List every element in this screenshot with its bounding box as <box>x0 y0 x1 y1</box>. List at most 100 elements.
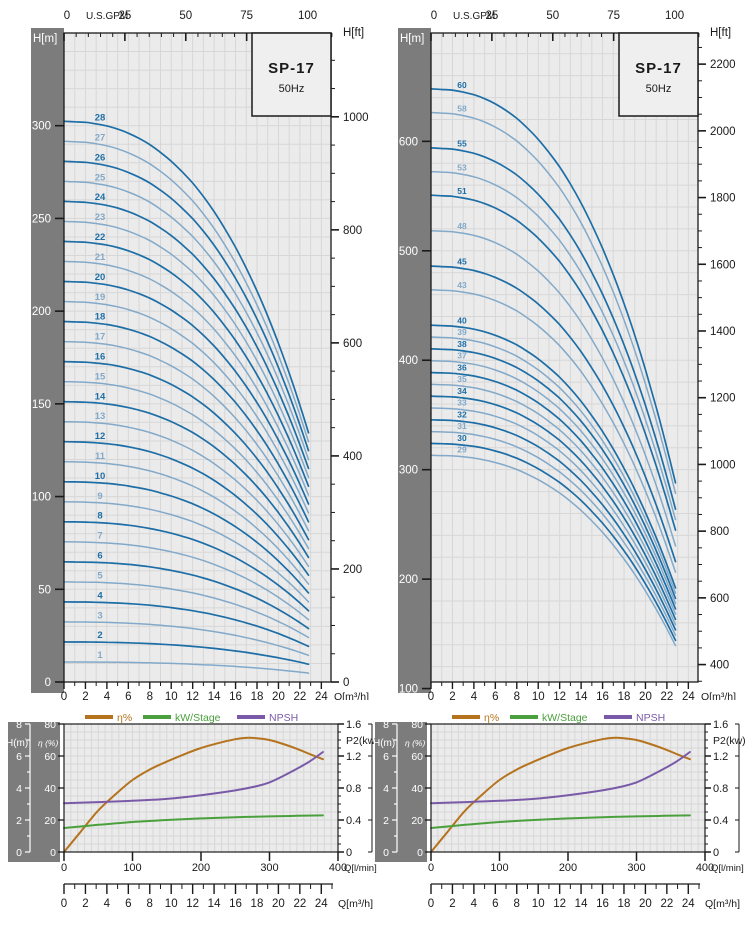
y-axis-bar <box>375 722 427 862</box>
tick-label: 20 <box>639 898 652 910</box>
tick-label: 100 <box>399 684 418 696</box>
tick-label: 0 <box>50 847 56 859</box>
stage-label-51: 51 <box>457 186 467 196</box>
gpm-axis-unit: U.S.GPM <box>86 11 128 22</box>
legend-item-eta: η% <box>85 712 132 724</box>
eta-axis-unit: η (%) <box>38 738 58 748</box>
tick-label: 16 <box>596 691 609 700</box>
tick-label: 16 <box>229 691 242 700</box>
stage-label-43: 43 <box>457 280 467 290</box>
head-curve-60-stages <box>430 87 677 484</box>
tick-label: 0 <box>431 10 437 22</box>
tick-label: 1.6 <box>713 719 728 731</box>
head-curve-21-stages <box>63 260 310 496</box>
tick-label: 800 <box>710 526 729 538</box>
tick-label: 0 <box>61 898 67 910</box>
stage-label-13: 13 <box>95 411 106 422</box>
tick-label: 8 <box>16 719 22 731</box>
tick-label: 0 <box>428 862 434 874</box>
ft-axis-unit: H[ft] <box>343 27 364 39</box>
stage-label-53: 53 <box>457 162 467 172</box>
head-curve-1-stages <box>63 661 310 674</box>
p2-axis-unit: P2(kw) <box>713 735 746 747</box>
npsh-curve <box>63 751 324 805</box>
p2-axis: 0 0.4 0.8 1.2 1.6 P2(kw) <box>705 719 746 859</box>
tick-label: 6 <box>492 898 498 910</box>
tick-label: 0 <box>428 898 434 910</box>
tick-label: 2 <box>82 898 88 910</box>
tick-label: 10 <box>165 691 178 700</box>
tick-label: 200 <box>32 306 51 318</box>
m3h-axis-unit: Q[m³/h] <box>338 898 373 910</box>
tick-label: 22 <box>661 691 674 700</box>
tick-label: 0.8 <box>346 783 361 795</box>
tick-label: 80 <box>44 719 56 731</box>
stage-label-22: 22 <box>95 232 106 243</box>
stage-label-5: 5 <box>97 570 103 581</box>
head-curve-29-stages <box>430 454 677 647</box>
head-curve-20-stages <box>63 280 310 505</box>
tick-label: 20 <box>272 898 285 910</box>
tick-label: 200 <box>559 862 577 874</box>
title-box: SP-17 50Hz <box>618 32 699 117</box>
tick-label: 20 <box>411 815 423 827</box>
tick-label: 0 <box>713 847 719 859</box>
head-curve-31-stages <box>430 430 677 636</box>
eta-scale: 0 20 40 60 80 η (%) <box>405 719 431 859</box>
tick-label: 150 <box>32 399 51 411</box>
tick-label: 14 <box>575 691 588 700</box>
tick-label: 200 <box>399 574 418 586</box>
tick-label: 40 <box>411 783 423 795</box>
legend-item-npsh: NPSH <box>604 712 665 724</box>
head-curve-3-stages <box>63 621 310 657</box>
head-curve-58-stages <box>430 111 677 495</box>
head-curve-27-stages <box>63 140 310 443</box>
tick-label: 300 <box>32 121 51 133</box>
stage-label-36: 36 <box>457 362 467 372</box>
stage-label-2: 2 <box>97 630 102 641</box>
tick-label: 0.4 <box>713 815 728 827</box>
m-axis-unit: H[m] <box>400 33 424 45</box>
legend-label-kw: kW/Stage <box>175 712 221 724</box>
tick-label: 600 <box>399 136 418 148</box>
hm-scale: 0 2 4 6 8 H(m) <box>6 719 31 859</box>
tick-label: 14 <box>208 898 221 910</box>
tick-label: 50 <box>546 10 559 22</box>
stage-label-21: 21 <box>95 252 106 263</box>
tick-label: 8 <box>514 898 520 910</box>
tick-label: 100 <box>298 10 317 22</box>
tick-label: 18 <box>618 898 631 910</box>
stage-label-35: 35 <box>457 374 467 384</box>
grid-lines <box>431 724 705 852</box>
tick-label: 80 <box>411 719 423 731</box>
legend-item-eta: η% <box>452 712 499 724</box>
tick-label: 24 <box>682 898 695 910</box>
stage-label-28: 28 <box>95 113 106 124</box>
stage-label-60: 60 <box>457 80 467 90</box>
p2-axis-unit: P2(kw) <box>346 735 379 747</box>
tick-label: 24 <box>682 691 695 700</box>
head-curve-22-stages <box>63 240 310 488</box>
tick-label: 0 <box>343 677 349 689</box>
ft-axis-unit: H[ft] <box>710 27 731 39</box>
pump-model: SP-17 <box>268 60 315 77</box>
hm-scale: 0 2 4 6 8 H(m) <box>373 719 398 859</box>
tick-label: 250 <box>32 213 51 225</box>
head-curve-38-stages <box>430 348 677 600</box>
stage-label-3: 3 <box>97 610 102 621</box>
tick-label: 200 <box>192 862 210 874</box>
tick-label: 25 <box>485 10 498 22</box>
head-curve-55-stages <box>430 147 677 510</box>
plot-border <box>430 723 706 853</box>
legend-item-kw: kW/Stage <box>510 712 588 724</box>
stage-label-45: 45 <box>457 256 467 266</box>
stage-label-24: 24 <box>95 192 106 203</box>
lmin-axis-unit: Q[l/min] <box>711 863 744 874</box>
q-axis: 0 2 4 6 8 10 12 14 16 18 20 22 24 Q[m³/h] <box>428 682 736 700</box>
tick-label: 2 <box>449 898 455 910</box>
stage-label-23: 23 <box>95 212 106 223</box>
ft-axis: 0 200 400 600 800 1000 H[ft] <box>331 27 369 689</box>
stage-label-38: 38 <box>457 339 467 349</box>
head-curve-53-stages <box>430 170 677 521</box>
